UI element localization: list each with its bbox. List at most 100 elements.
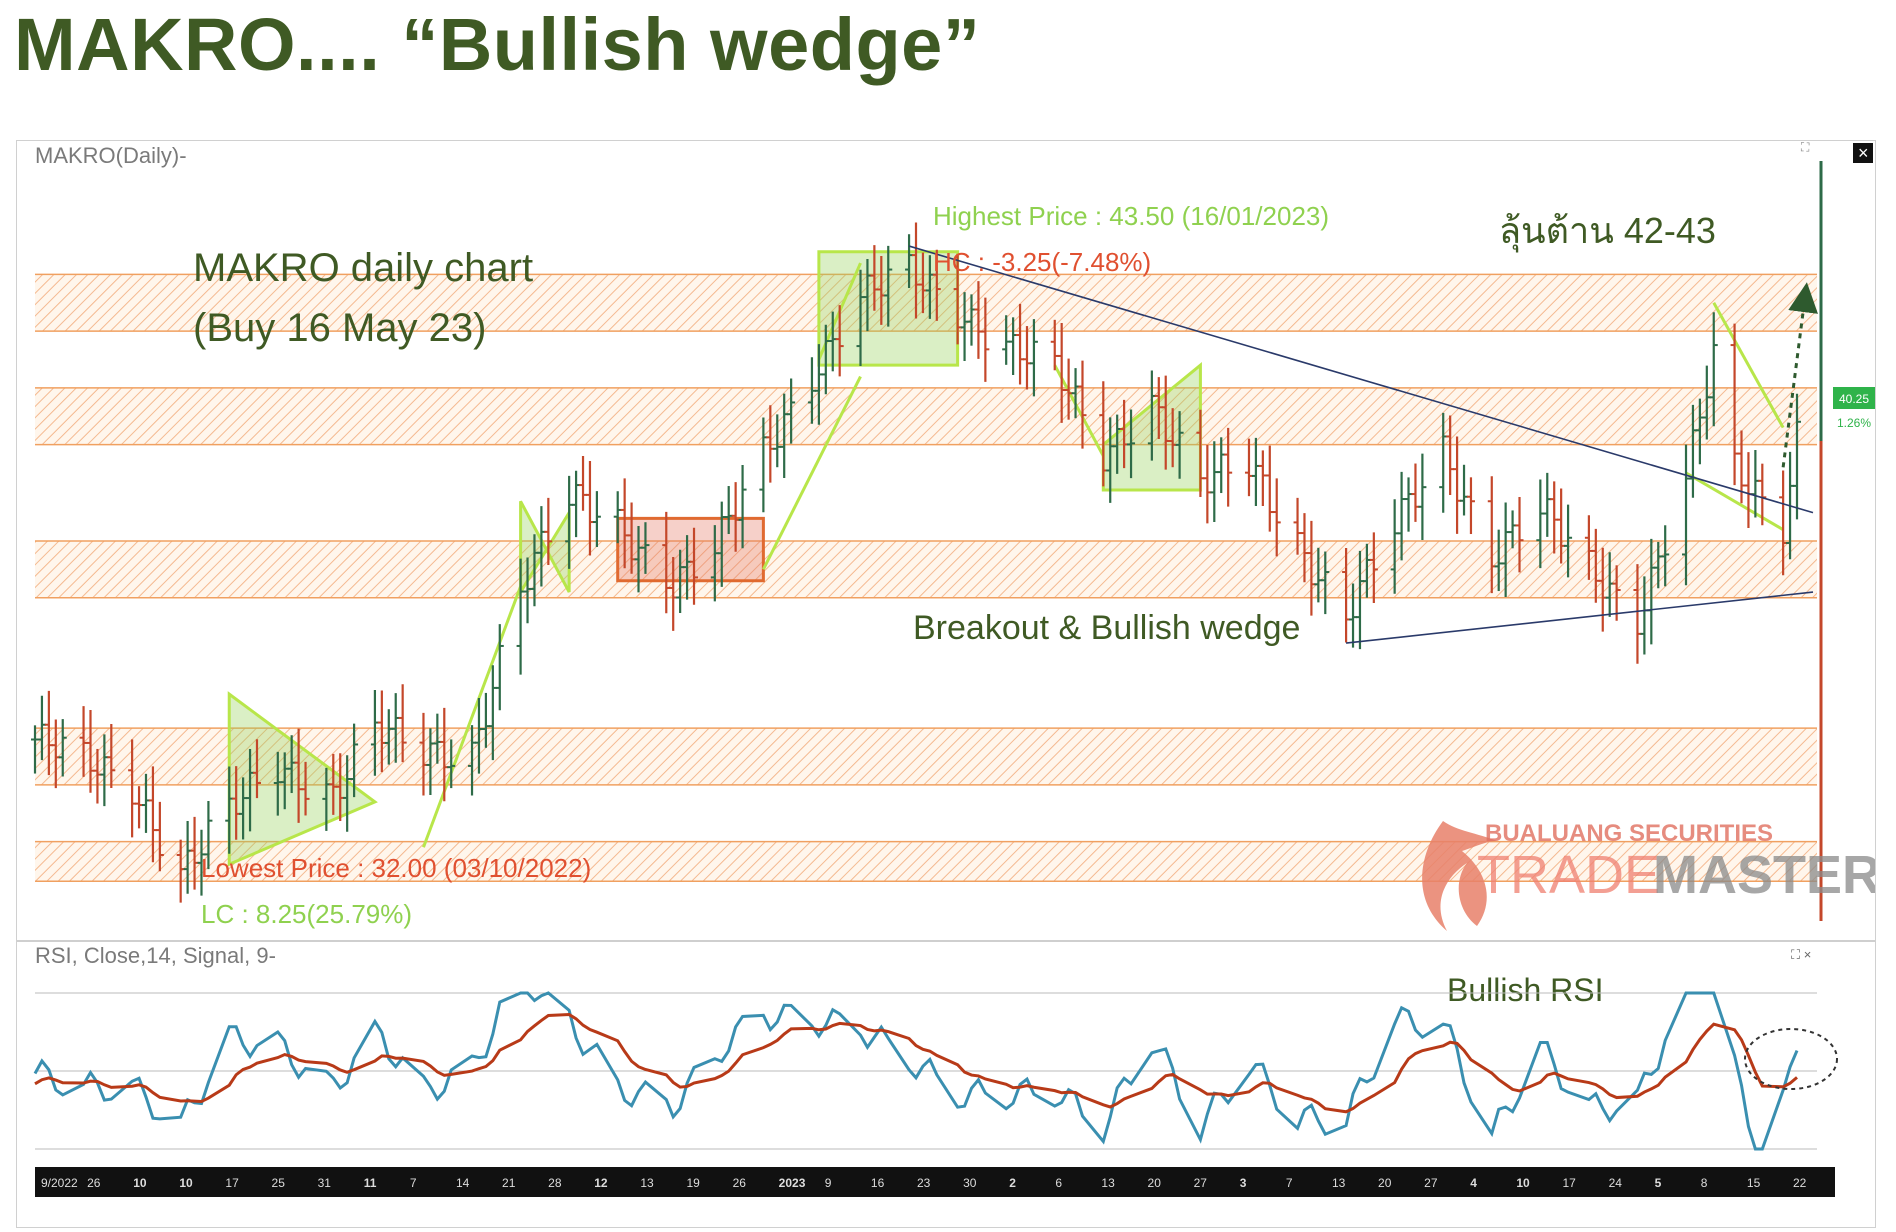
watermark-trade: TRADE bbox=[1477, 845, 1660, 905]
ohlc-bar bbox=[641, 522, 650, 574]
hc-label: HC : -3.25(-7.48%) bbox=[933, 247, 1151, 277]
pattern-line-1 bbox=[762, 375, 862, 571]
rsi-lines bbox=[33, 991, 1799, 1151]
ohlc-bar bbox=[1709, 312, 1718, 427]
x-tick-label: 27 bbox=[1424, 1176, 1438, 1190]
ohlc-bar bbox=[544, 497, 553, 565]
resistance-zone-3 bbox=[35, 728, 1817, 785]
x-tick-label: 14 bbox=[456, 1176, 470, 1190]
x-tick-label: 9 bbox=[825, 1176, 832, 1190]
ohlc-bar bbox=[1453, 436, 1462, 534]
watermark: BUALUANG SECURITIES TRADE MASTER bbox=[1422, 820, 1875, 931]
x-tick-label: 17 bbox=[1562, 1176, 1576, 1190]
x-tick-label: 15 bbox=[1747, 1176, 1761, 1190]
ohlc-bar bbox=[495, 624, 504, 711]
ohlc-bar bbox=[1224, 427, 1233, 507]
ohlc-bar bbox=[1404, 477, 1413, 532]
rsi-line bbox=[33, 991, 1799, 1151]
note-title: MAKRO daily chart bbox=[193, 246, 533, 290]
ohlc-bar bbox=[1127, 409, 1136, 479]
expand-icon[interactable]: ⛶ bbox=[1800, 141, 1810, 154]
x-tick-label: 2023 bbox=[779, 1176, 806, 1190]
resistance-zone-4 bbox=[35, 841, 1817, 882]
price-bars bbox=[31, 222, 1801, 903]
ohlc-bar bbox=[1272, 478, 1281, 557]
wedge-trendlines bbox=[908, 245, 1814, 644]
resistance-zone-0 bbox=[35, 274, 1817, 332]
chart-header: MAKRO(Daily)- bbox=[35, 143, 187, 168]
ohlc-bar bbox=[155, 801, 164, 872]
chart-canvas[interactable]: MAKRO(Daily)- ⛶ × MAKRO daily chart (Buy… bbox=[17, 141, 1875, 1227]
lowest-price-label: Lowest Price : 32.00 (03/10/2022) bbox=[201, 853, 591, 883]
watermark-master: MASTER bbox=[1653, 845, 1875, 905]
x-tick-label: 7 bbox=[410, 1176, 417, 1190]
ohlc-bar bbox=[1265, 445, 1274, 532]
rsi-panel-controls[interactable]: ⛶ × bbox=[1790, 947, 1811, 962]
x-tick-label: 5 bbox=[1655, 1176, 1662, 1190]
close-button[interactable] bbox=[1853, 143, 1873, 163]
ohlc-bar bbox=[1543, 472, 1552, 537]
ohlc-bar bbox=[1411, 463, 1420, 522]
ohlc-bar bbox=[1210, 441, 1219, 523]
ohlc-bar bbox=[1078, 360, 1087, 449]
resistance-note: ลุ้นต้าน 42-43 bbox=[1499, 210, 1716, 253]
ohlc-bar bbox=[884, 245, 893, 327]
x-tick-label: 8 bbox=[1701, 1176, 1708, 1190]
close-icon[interactable]: × bbox=[1858, 143, 1869, 163]
x-tick-label: 10 bbox=[133, 1176, 147, 1190]
x-axis: 9/2022 26 10 10 17 25 31 11 7 14 21 28 12 13 19 26 2023 9… bbox=[41, 1176, 1807, 1190]
ohlc-bar bbox=[690, 527, 699, 605]
ohlc-bar bbox=[1203, 444, 1212, 524]
pattern-line-0 bbox=[422, 585, 522, 848]
x-tick-label: 19 bbox=[686, 1176, 700, 1190]
target-arrow bbox=[1781, 282, 1818, 468]
x-tick-label: 10 bbox=[1516, 1176, 1530, 1190]
ohlc-bar bbox=[135, 786, 144, 829]
ohlc-bar bbox=[1251, 437, 1260, 507]
ohlc-bar bbox=[787, 378, 796, 444]
x-tick-label: 20 bbox=[1378, 1176, 1392, 1190]
rsi-header: RSI, Close,14, Signal, 9- bbox=[35, 943, 276, 968]
ohlc-bar bbox=[1564, 504, 1573, 578]
last-price-tag bbox=[1833, 387, 1875, 409]
resistance-zone-1 bbox=[35, 387, 1817, 445]
ohlc-bar bbox=[932, 249, 941, 321]
ohlc-bar bbox=[252, 739, 261, 799]
last-change-value: 1.26% bbox=[1837, 416, 1871, 430]
rsi-highlight-circle bbox=[1744, 1028, 1838, 1090]
ohlc-bar bbox=[1321, 551, 1330, 615]
x-tick-label: 7 bbox=[1286, 1176, 1293, 1190]
ohlc-bar bbox=[1175, 411, 1184, 479]
rsi-signal-line bbox=[34, 1013, 1798, 1114]
ohlc-bar bbox=[1661, 525, 1670, 587]
pattern-shape-1 bbox=[519, 500, 571, 598]
trendline-1 bbox=[1346, 591, 1814, 644]
x-tick-label: 26 bbox=[733, 1176, 747, 1190]
resistance-zone-2 bbox=[35, 541, 1817, 598]
ohlc-bar bbox=[1744, 452, 1753, 529]
ohlc-bar bbox=[1418, 453, 1427, 541]
x-tick-label: 30 bbox=[963, 1176, 977, 1190]
ohlc-bar bbox=[204, 800, 213, 870]
ohlc-bar bbox=[58, 719, 67, 777]
tradermaster-flame-logo bbox=[1422, 821, 1497, 931]
x-tick-label: 13 bbox=[1332, 1176, 1346, 1190]
x-tick-label: 13 bbox=[1101, 1176, 1115, 1190]
x-tick-label: 23 bbox=[917, 1176, 931, 1190]
ohlc-bar bbox=[572, 470, 581, 538]
chart-panel[interactable]: MAKRO(Daily)- ⛶ × MAKRO daily chart (Buy… bbox=[16, 140, 1876, 1228]
ohlc-bar bbox=[1793, 393, 1801, 520]
ohlc-bar bbox=[579, 456, 588, 511]
lc-label: LC : 8.25(25.79%) bbox=[201, 899, 412, 929]
ohlc-bar bbox=[398, 684, 407, 763]
ohlc-bar bbox=[1460, 464, 1469, 516]
ohlc-bar bbox=[1258, 450, 1267, 507]
x-tick-label: 31 bbox=[318, 1176, 332, 1190]
ohlc-bar bbox=[1244, 438, 1253, 497]
x-tick-label: 11 bbox=[364, 1176, 377, 1190]
x-tick-label: 16 bbox=[871, 1176, 885, 1190]
ohlc-bar bbox=[1751, 450, 1760, 518]
x-tick-label: 6 bbox=[1055, 1176, 1062, 1190]
ohlc-bar bbox=[1217, 437, 1226, 494]
x-tick-label: 27 bbox=[1194, 1176, 1208, 1190]
